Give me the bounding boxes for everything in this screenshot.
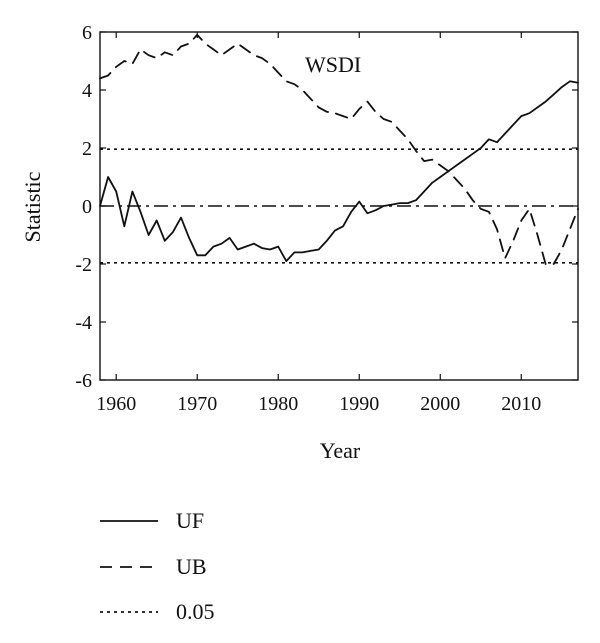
x-tick-label: 1980 bbox=[258, 393, 298, 415]
legend-swatch-significance bbox=[100, 611, 158, 613]
x-tick-label: 1960 bbox=[96, 393, 136, 415]
y-tick-label: 6 bbox=[82, 22, 92, 44]
y-tick-label: 2 bbox=[82, 138, 92, 160]
legend-swatch-ub bbox=[100, 566, 158, 568]
legend-item-significance: 0.05 bbox=[100, 597, 400, 627]
series-line-ub bbox=[99, 34, 579, 265]
x-tick-label: 1990 bbox=[339, 393, 379, 415]
x-tick-label: 2010 bbox=[501, 393, 541, 415]
y-tick-label: -6 bbox=[75, 370, 92, 392]
y-tick-label: -2 bbox=[75, 254, 92, 276]
x-tick-label: 2000 bbox=[420, 393, 460, 415]
y-axis-label: Statistic bbox=[20, 171, 45, 242]
legend-item-uf: UF bbox=[100, 506, 400, 536]
legend-label-significance: 0.05 bbox=[176, 599, 215, 624]
x-axis-label: Year bbox=[320, 438, 361, 463]
x-tick-label: 1970 bbox=[177, 393, 217, 415]
legend-label-ub: UB bbox=[176, 554, 207, 579]
legend-label-uf: UF bbox=[176, 508, 205, 533]
y-tick-label: 0 bbox=[82, 196, 92, 218]
legend-swatch-uf bbox=[100, 520, 158, 522]
series-line-uf bbox=[99, 80, 579, 263]
legend-item-ub: UB bbox=[100, 552, 400, 582]
chart-annotation: WSDI bbox=[305, 52, 361, 77]
y-tick-label: -4 bbox=[75, 312, 92, 334]
y-tick-label: 4 bbox=[82, 80, 92, 102]
